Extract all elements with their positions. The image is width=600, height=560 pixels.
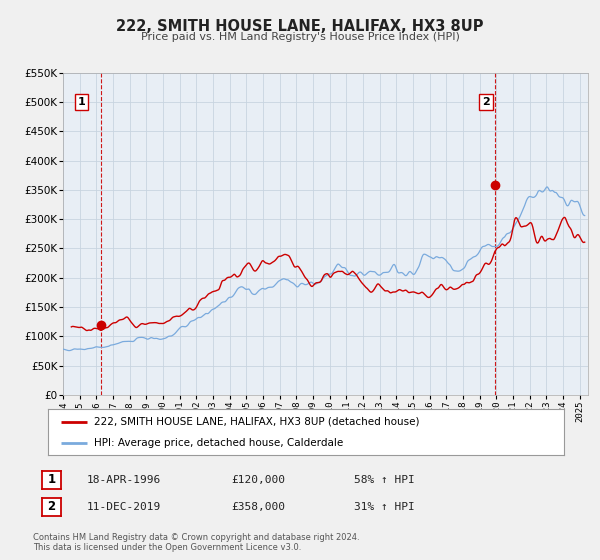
Text: £358,000: £358,000 [231, 502, 285, 512]
Text: 222, SMITH HOUSE LANE, HALIFAX, HX3 8UP (detached house): 222, SMITH HOUSE LANE, HALIFAX, HX3 8UP … [94, 417, 420, 427]
Text: Price paid vs. HM Land Registry's House Price Index (HPI): Price paid vs. HM Land Registry's House … [140, 32, 460, 42]
Text: 11-DEC-2019: 11-DEC-2019 [87, 502, 161, 512]
Text: £120,000: £120,000 [231, 475, 285, 485]
Text: 18-APR-1996: 18-APR-1996 [87, 475, 161, 485]
Text: 2: 2 [482, 97, 490, 107]
Text: This data is licensed under the Open Government Licence v3.0.: This data is licensed under the Open Gov… [33, 543, 301, 552]
Text: 1: 1 [78, 97, 86, 107]
Text: 2: 2 [47, 500, 56, 514]
Text: 31% ↑ HPI: 31% ↑ HPI [354, 502, 415, 512]
Text: Contains HM Land Registry data © Crown copyright and database right 2024.: Contains HM Land Registry data © Crown c… [33, 533, 359, 542]
Text: 222, SMITH HOUSE LANE, HALIFAX, HX3 8UP: 222, SMITH HOUSE LANE, HALIFAX, HX3 8UP [116, 19, 484, 34]
Text: HPI: Average price, detached house, Calderdale: HPI: Average price, detached house, Cald… [94, 438, 344, 448]
Text: 1: 1 [47, 473, 56, 487]
Text: 58% ↑ HPI: 58% ↑ HPI [354, 475, 415, 485]
